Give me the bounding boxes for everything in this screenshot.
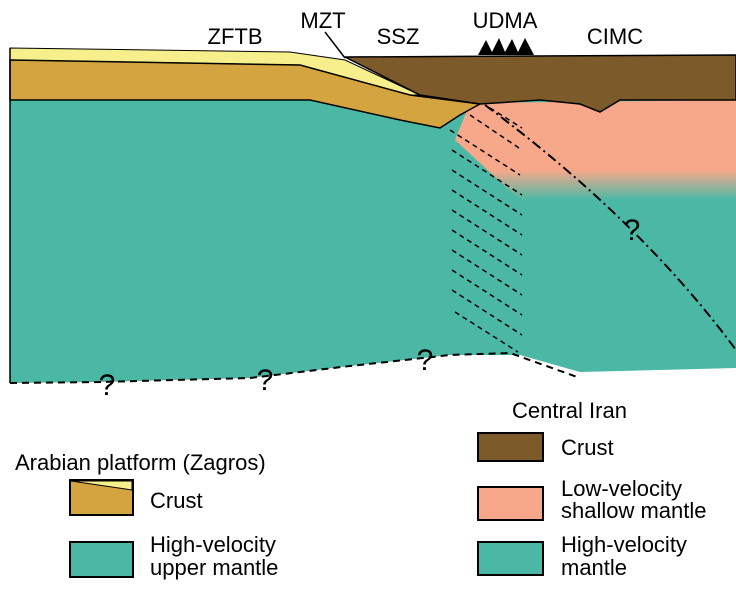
labels: ZFTB MZT SSZ UDMA CIMC ? ? ? ?	[99, 8, 644, 402]
leader	[324, 31, 346, 59]
question: ?	[417, 344, 434, 377]
legend-text: Low-velocity	[561, 476, 682, 501]
swatch	[477, 432, 544, 462]
label: SSZ	[377, 24, 420, 49]
legend-text: High-velocity	[561, 532, 687, 557]
legend-right: Central Iran Crust Low-velocity shallow …	[477, 398, 707, 580]
legend-text: upper mantle	[150, 555, 278, 580]
legend-left: Arabian platform (Zagros) Crust High-vel…	[15, 450, 278, 580]
hatching	[449, 107, 523, 353]
mountains	[478, 38, 534, 55]
cross-section	[9, 31, 736, 384]
legend-text: shallow mantle	[561, 498, 707, 523]
label: CIMC	[587, 24, 643, 49]
legend-title: Central Iran	[512, 398, 627, 423]
label: ZFTB	[208, 24, 263, 49]
legend-text: Crust	[561, 435, 614, 460]
iran-crust	[344, 54, 736, 113]
low-velocity-mantle	[455, 100, 736, 200]
swatch	[477, 541, 544, 576]
swatch-top	[70, 480, 133, 491]
slab-line	[484, 104, 736, 351]
label: MZT	[300, 8, 345, 33]
swatch	[69, 541, 134, 578]
question: ?	[624, 214, 641, 247]
legend-text: Crust	[150, 488, 203, 513]
zagros-crust	[9, 59, 483, 129]
swatch	[477, 486, 544, 521]
legend-text: High-velocity	[150, 532, 276, 557]
question: ?	[99, 369, 116, 402]
label: UDMA	[473, 8, 538, 33]
legend-text: mantle	[561, 555, 627, 580]
question: ?	[257, 364, 274, 397]
base-dashed	[9, 351, 581, 384]
legend-title: Arabian platform (Zagros)	[15, 450, 266, 475]
